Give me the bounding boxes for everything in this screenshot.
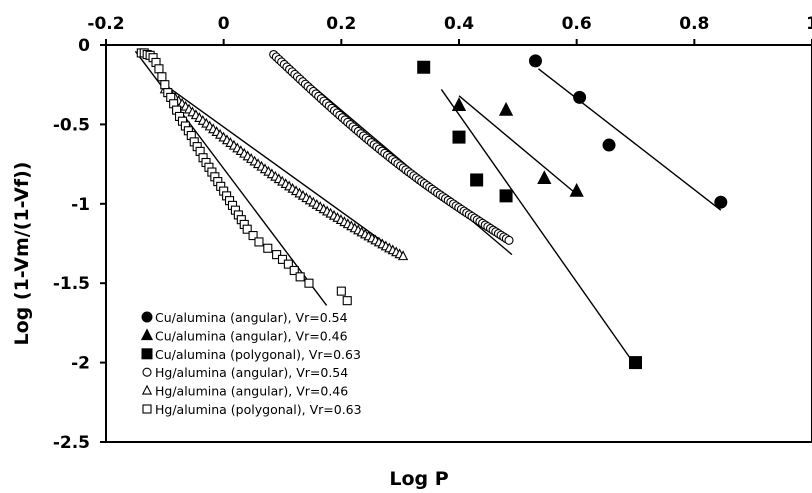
legend-label: Hg/alumina (polygonal), Vr=0.63 [155, 402, 362, 417]
data-point [573, 90, 587, 104]
data-point [528, 54, 542, 68]
data-point [342, 296, 352, 306]
data-point [602, 138, 616, 152]
trendline [537, 68, 722, 211]
x-tick-label: 0.6 [562, 14, 592, 34]
data-points [136, 48, 728, 370]
legend-marker [141, 311, 153, 323]
data-point [272, 250, 282, 260]
plot-area: -0.200.20.40.60.81 0-0.5-1-1.5-2-2.5 [53, 14, 812, 453]
series-6 [136, 48, 352, 306]
data-point [304, 278, 314, 288]
data-point [160, 80, 170, 90]
data-point [277, 254, 288, 264]
y-tick-label: -2.5 [53, 433, 90, 453]
x-tick-label: 0.2 [326, 14, 356, 34]
data-point [504, 235, 514, 245]
series-5 [159, 83, 409, 261]
data-point [498, 101, 514, 116]
data-point [452, 130, 466, 144]
data-point [242, 224, 252, 234]
trendline [164, 84, 404, 257]
y-axis-ticks: 0 -0.5 -1 -1.5 -2 -2.5 [53, 36, 106, 453]
data-point [254, 237, 264, 247]
legend-label: Hg/alumina (angular), Vr=0.46 [155, 384, 348, 399]
y-tick-label: -1.5 [53, 274, 90, 294]
legend-label: Hg/alumina (angular), Vr=0.54 [155, 365, 348, 380]
y-tick-label: 0 [78, 36, 90, 56]
legend-label: Cu/alumina (angular), Vr=0.46 [155, 328, 348, 343]
legend-label: Cu/alumina (angular), Vr=0.54 [155, 310, 348, 325]
x-tick-label: 1 [806, 14, 812, 34]
legend-label: Cu/alumina (polygonal), Vr=0.63 [155, 347, 361, 362]
data-point [248, 231, 258, 241]
data-point [283, 259, 293, 269]
data-point [714, 195, 728, 209]
legend-marker [142, 367, 152, 377]
x-tick-label: 0.4 [444, 14, 474, 34]
y-tick-label: -1 [71, 195, 90, 215]
data-point [499, 189, 513, 203]
data-point [451, 97, 467, 111]
data-point [295, 272, 305, 282]
data-point [289, 265, 299, 276]
x-axis-ticks: -0.2 0 0.2 0.4 0.6 0.8 1 [87, 14, 812, 45]
legend: Cu/alumina (angular), Vr=0.54 Cu/alumina … [140, 310, 362, 417]
data-point [417, 60, 431, 74]
data-point [569, 182, 584, 197]
data-point [336, 286, 346, 296]
legend-marker [142, 404, 152, 414]
series-1 [528, 54, 728, 209]
x-tick-label: 0 [218, 14, 230, 34]
series-3 [417, 60, 642, 370]
data-point [470, 173, 484, 187]
legend-marker [141, 348, 153, 360]
data-point [154, 64, 164, 74]
data-point [263, 243, 273, 253]
y-axis-title: Log (1-Vm/(1-Vf)) [11, 162, 33, 346]
x-tick-label: -0.2 [87, 14, 124, 34]
trendline [458, 95, 578, 195]
trendline [440, 89, 637, 367]
x-tick-label: 0.8 [679, 14, 709, 34]
data-point [398, 250, 409, 261]
legend-marker [140, 328, 154, 341]
y-tick-label: -2 [71, 354, 90, 374]
legend-marker [141, 384, 153, 395]
data-point [537, 170, 552, 185]
data-point [157, 72, 167, 82]
series-4 [269, 49, 514, 245]
x-axis-title: Log P [389, 468, 448, 490]
y-tick-label: -0.5 [53, 115, 90, 135]
data-point [629, 356, 642, 370]
series-2 [451, 97, 584, 197]
